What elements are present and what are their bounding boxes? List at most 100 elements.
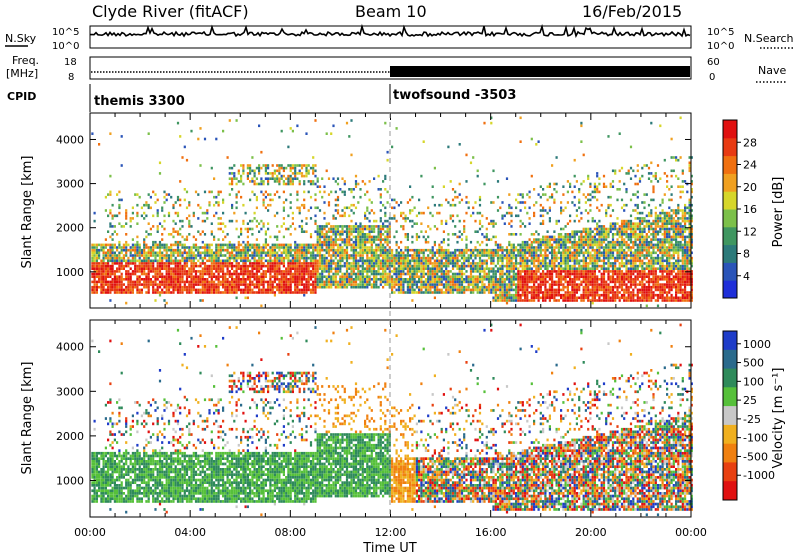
power-cell	[440, 283, 443, 286]
power-cell	[273, 235, 276, 239]
power-cell	[258, 172, 261, 175]
power-cell	[231, 166, 234, 170]
power-cell	[172, 267, 175, 270]
power-cell	[300, 272, 304, 276]
power-cell	[149, 246, 152, 249]
power-cell	[472, 259, 475, 263]
power-cell	[332, 280, 335, 284]
power-cell	[264, 190, 267, 194]
power-cell	[314, 214, 317, 218]
power-cell	[161, 225, 164, 228]
power-cell	[377, 225, 380, 228]
power-cell	[341, 190, 344, 194]
power-cell	[143, 248, 146, 252]
power-cell	[289, 288, 292, 292]
power-cell	[264, 270, 267, 273]
power-cell	[587, 235, 590, 239]
power-cell	[287, 267, 290, 270]
power-cell	[528, 190, 531, 194]
power-cell	[535, 291, 538, 294]
power-cell	[447, 288, 450, 292]
power-cell	[251, 283, 254, 286]
power-cell	[278, 259, 281, 263]
power-cell	[433, 280, 436, 284]
power-cell	[589, 209, 592, 212]
power-cell	[235, 291, 238, 294]
power-cell	[368, 227, 371, 231]
power-cell	[530, 259, 533, 263]
power-cell	[553, 259, 556, 263]
power-cell	[368, 256, 371, 260]
power-cell	[258, 164, 261, 167]
power-cell	[548, 209, 551, 212]
power-cell	[174, 240, 177, 244]
power-cell	[524, 296, 527, 300]
power-cell	[176, 285, 180, 289]
power-cell	[201, 256, 204, 260]
power-cell	[98, 272, 101, 276]
power-cell	[587, 177, 590, 180]
power-cell	[505, 291, 509, 294]
power-cell	[100, 270, 103, 273]
power-cell	[233, 285, 236, 289]
power-cell	[499, 291, 502, 294]
power-cell	[578, 248, 581, 252]
power-cell	[539, 278, 542, 281]
power-cell	[312, 243, 315, 247]
power-cell	[352, 267, 355, 270]
power-cell	[134, 283, 137, 286]
power-cell	[530, 254, 533, 257]
power-cell	[163, 254, 166, 257]
power-cell	[366, 275, 369, 278]
power-cell	[201, 259, 204, 263]
power-cell	[578, 275, 581, 278]
power-cell	[427, 225, 430, 228]
power-cell	[167, 214, 171, 218]
power-cell	[156, 198, 159, 202]
power-cell	[235, 280, 238, 284]
power-cell	[352, 272, 355, 276]
power-cell	[575, 248, 578, 252]
power-cell	[188, 272, 191, 276]
power-cell	[505, 288, 509, 292]
power-cell	[515, 233, 518, 236]
power-cell	[580, 140, 583, 143]
power-cell	[98, 270, 101, 273]
power-cell	[350, 225, 353, 228]
power-cell	[584, 238, 587, 241]
power-cell	[418, 288, 421, 292]
power-cell	[113, 272, 116, 276]
power-cell	[188, 267, 191, 270]
power-cell	[582, 251, 585, 255]
power-cell	[298, 206, 301, 210]
power-cell	[172, 251, 175, 255]
power-cell	[206, 209, 209, 212]
power-cell	[242, 280, 245, 284]
power-cell	[496, 278, 500, 281]
power-cell	[400, 283, 403, 286]
power-cell	[440, 259, 443, 263]
power-cell	[546, 275, 549, 278]
power-cell	[100, 283, 103, 286]
power-cell	[526, 275, 529, 278]
power-cell	[291, 254, 294, 257]
power-cell	[253, 180, 256, 183]
power-cell	[445, 272, 448, 276]
power-cell	[517, 283, 520, 286]
power-cell	[206, 264, 209, 268]
power-cell	[456, 264, 459, 268]
power-cell	[251, 251, 254, 255]
power-cell	[192, 262, 195, 265]
power-cell	[528, 217, 531, 220]
power-cell	[391, 283, 394, 286]
power-cell	[332, 248, 335, 252]
power-cell	[215, 243, 218, 247]
power-cell	[276, 285, 279, 289]
power-cell	[415, 248, 418, 252]
power-cell	[379, 217, 382, 220]
power-cell	[404, 233, 407, 236]
power-cell	[222, 230, 225, 233]
power-cell	[285, 246, 288, 249]
power-cell	[460, 262, 464, 265]
power-cell	[424, 264, 427, 268]
